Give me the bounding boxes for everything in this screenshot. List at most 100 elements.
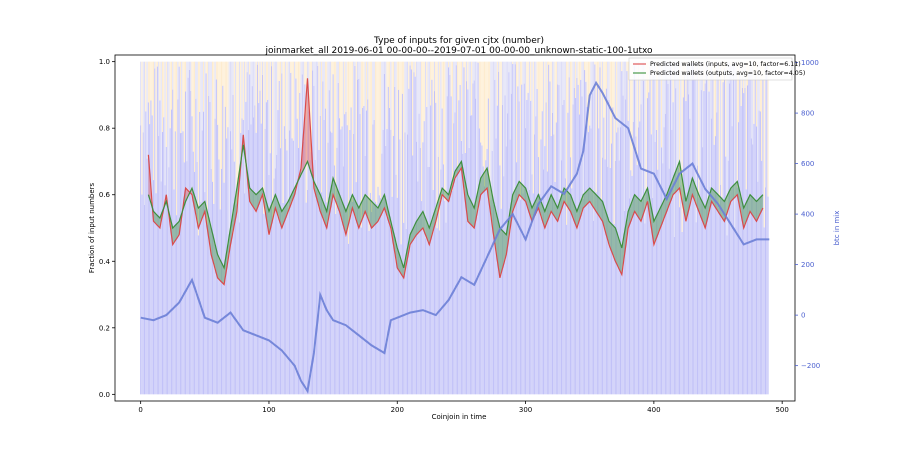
bar-lower: [716, 112, 718, 395]
bar-lower: [233, 161, 235, 395]
bar-lower: [766, 64, 768, 395]
fill-between-segment: [217, 254, 225, 285]
bar-upper: [365, 61, 367, 111]
bar-upper: [168, 61, 170, 168]
bar-lower: [350, 107, 352, 395]
bar-lower: [612, 107, 614, 395]
fill-between-segment: [422, 211, 430, 245]
lines-layer: [140, 78, 770, 394]
bar-upper: [663, 61, 665, 128]
bar-lower: [667, 83, 669, 395]
bar-lower: [694, 78, 696, 395]
bar-lower: [553, 134, 555, 395]
bar-lower: [367, 99, 369, 395]
bar-lower: [599, 67, 601, 395]
bar-lower: [365, 110, 367, 395]
bar-lower: [550, 136, 552, 395]
bar-lower: [454, 112, 456, 395]
bar-upper: [360, 61, 362, 228]
bar-lower: [558, 85, 560, 395]
bar-lower: [752, 144, 754, 395]
bar-upper: [753, 61, 755, 124]
bar-upper: [473, 61, 475, 81]
bar-lower: [688, 94, 689, 395]
bar-upper: [418, 61, 420, 114]
fill-between-segment: [499, 228, 507, 278]
bar-upper: [758, 61, 760, 111]
bar-upper: [433, 61, 435, 92]
y2-tick-label: 1000: [801, 59, 819, 67]
bar-upper: [481, 61, 483, 146]
bar-lower: [222, 85, 224, 395]
bar-lower: [469, 115, 471, 395]
bar-lower: [709, 186, 711, 395]
bar-lower: [455, 65, 457, 395]
y2-tick-label: 600: [801, 160, 814, 168]
bar-upper: [661, 61, 663, 148]
bar-lower: [208, 96, 210, 395]
bar-upper: [463, 61, 465, 68]
bar-upper: [323, 61, 325, 121]
bar-upper: [387, 61, 389, 87]
bar-lower: [541, 111, 543, 395]
bar-upper: [341, 61, 343, 127]
bar-upper: [264, 61, 266, 129]
bar-upper: [761, 61, 763, 161]
bar-upper: [327, 61, 329, 143]
bar-lower: [267, 99, 269, 395]
bar-lower: [545, 102, 547, 395]
bar-lower: [510, 93, 512, 395]
bar-lower: [445, 222, 447, 395]
bar-upper: [271, 61, 273, 67]
fill-between-segment: [634, 194, 642, 222]
bar-lower: [482, 166, 484, 395]
bar-upper: [685, 61, 687, 102]
fill-between-segment: [333, 178, 340, 212]
fill-between-segment: [397, 247, 404, 278]
bar-lower: [314, 160, 316, 395]
bar-upper: [147, 61, 149, 103]
bar-lower: [627, 120, 629, 395]
bar-upper: [569, 61, 571, 158]
bar-lower: [218, 159, 220, 395]
bar-upper: [314, 61, 316, 161]
bar-upper: [522, 61, 524, 194]
bar-upper: [534, 61, 536, 135]
bar-upper: [444, 61, 446, 201]
bar-upper: [672, 61, 674, 103]
bar-upper: [305, 61, 307, 203]
bar-upper: [578, 61, 580, 115]
bar-lower: [294, 191, 296, 395]
bar-upper: [364, 61, 366, 157]
bar-upper: [671, 61, 673, 130]
bar-upper: [472, 61, 474, 84]
bar-upper: [165, 61, 167, 147]
bar-upper: [277, 61, 279, 111]
bar-lower: [464, 153, 466, 395]
fill-between-segment: [320, 194, 327, 228]
bar-upper: [573, 61, 575, 88]
bar-upper: [745, 61, 747, 190]
bar-lower: [748, 71, 750, 395]
bar-lower: [322, 81, 324, 395]
bar-upper: [587, 61, 589, 133]
bar-upper: [425, 61, 426, 239]
bar-lower: [299, 92, 301, 395]
bar-upper: [716, 61, 718, 113]
bar-lower: [713, 144, 715, 395]
bar-lower: [566, 224, 568, 395]
bar-upper: [367, 61, 369, 100]
bar-upper: [283, 61, 285, 127]
bar-upper: [702, 61, 704, 148]
bar-lower: [639, 121, 641, 395]
bar-lower: [505, 146, 507, 395]
bar-lower: [468, 147, 470, 395]
bar-lower: [540, 139, 542, 395]
bar-upper: [718, 61, 720, 209]
bar-lower: [496, 105, 498, 395]
bar-upper: [209, 61, 211, 102]
bar-lower: [753, 123, 755, 395]
bar-upper: [500, 61, 502, 209]
bar-upper: [390, 61, 392, 130]
bar-lower: [229, 131, 231, 395]
